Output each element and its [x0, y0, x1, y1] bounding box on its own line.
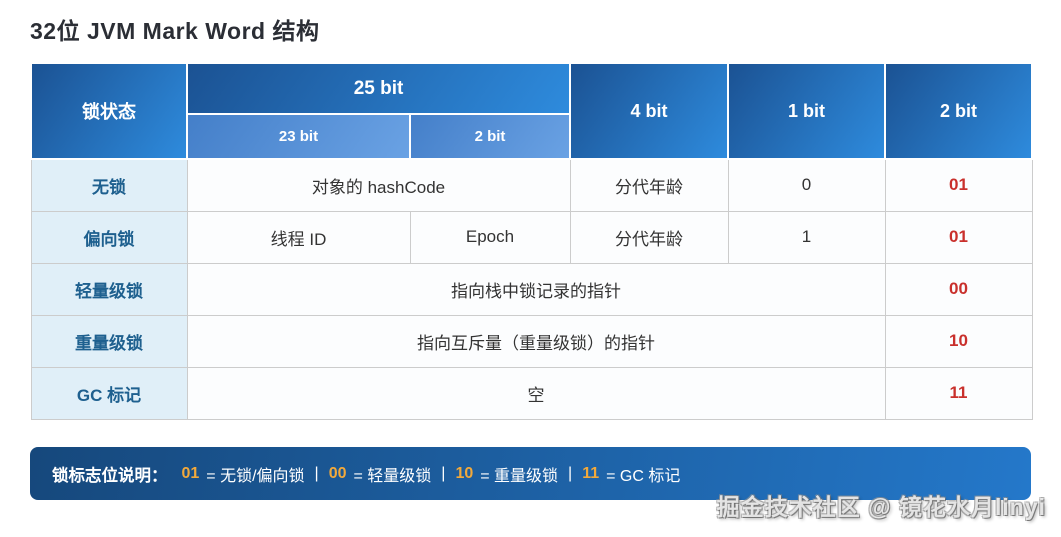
cell-flag-lightweight-lock: 00 [884, 262, 1033, 316]
row-label-biased-lock: 偏向锁 [30, 210, 188, 264]
row-no-lock: 无锁 对象的 hashCode 分代年龄 0 01 [30, 158, 1033, 212]
header-row-sub: 23 bit 2 bit [31, 113, 1032, 160]
cell-bias-no-lock: 0 [727, 158, 886, 212]
header-lock-state: 锁状态 [30, 62, 188, 160]
cell-hashcode: 对象的 hashCode [186, 158, 571, 212]
row-label-gc-mark: GC 标记 [30, 366, 188, 420]
legend-desc-00: = 轻量级锁 [353, 467, 432, 485]
row-heavyweight-lock: 重量级锁 指向互斥量（重量级锁）的指针 10 [30, 314, 1033, 368]
legend-code-11: 11 [582, 464, 600, 482]
cell-gc-content: 空 [186, 366, 886, 420]
legend-separator: | [314, 464, 319, 482]
row-biased-lock: 偏向锁 线程 ID Epoch 分代年龄 1 01 [30, 210, 1033, 264]
legend-separator: | [568, 464, 573, 482]
legend-separator: | [441, 464, 446, 482]
watermark: 掘金技术社区 @ 镜花水月linyi [716, 494, 1046, 520]
row-label-no-lock: 无锁 [30, 158, 188, 212]
row-gc-mark: GC 标记 空 11 [30, 366, 1033, 420]
legend-code-00: 00 [328, 464, 347, 482]
row-label-heavyweight-lock: 重量级锁 [30, 314, 188, 368]
page-title: 32位 JVM Mark Word 结构 [30, 18, 320, 44]
cell-age-biased-lock: 分代年龄 [569, 210, 729, 264]
cell-thread-id: 线程 ID [186, 210, 411, 264]
legend-code-01: 01 [181, 464, 200, 482]
cell-epoch: Epoch [409, 210, 571, 264]
header-23bit: 23 bit [186, 113, 411, 160]
legend-code-10: 10 [455, 464, 474, 482]
cell-lightweight-content: 指向栈中锁记录的指针 [186, 262, 886, 316]
row-label-lightweight-lock: 轻量级锁 [30, 262, 188, 316]
cell-flag-gc-mark: 11 [884, 366, 1033, 420]
header-1bit: 1 bit [727, 62, 886, 160]
header-row-top: 锁状态 25 bit 4 bit 1 bit 2 bit [30, 62, 1033, 160]
header-2bit: 2 bit [884, 62, 1033, 160]
cell-heavyweight-content: 指向互斥量（重量级锁）的指针 [186, 314, 886, 368]
cell-age-no-lock: 分代年龄 [569, 158, 729, 212]
legend-desc-10: = 重量级锁 [480, 467, 559, 485]
cell-flag-no-lock: 01 [884, 158, 1033, 212]
legend-desc-01: = 无锁/偏向锁 [206, 467, 305, 485]
header-2bit-sub: 2 bit [409, 113, 571, 160]
markword-table: 锁状态 25 bit 4 bit 1 bit 2 bit 23 bit 2 bi… [30, 62, 1033, 420]
legend-label: 锁标志位说明： [52, 466, 168, 485]
header-4bit: 4 bit [569, 62, 729, 160]
legend-desc-11: = GC 标记 [606, 467, 681, 485]
row-lightweight-lock: 轻量级锁 指向栈中锁记录的指针 00 [30, 262, 1033, 316]
cell-flag-biased-lock: 01 [884, 210, 1033, 264]
cell-flag-heavyweight-lock: 10 [884, 314, 1033, 368]
cell-bias-biased-lock: 1 [727, 210, 886, 264]
header-25bit: 25 bit [186, 62, 571, 115]
legend-bar: 锁标志位说明： 01 = 无锁/偏向锁 | 00 = 轻量级锁 | 10 = 重… [30, 447, 1031, 500]
